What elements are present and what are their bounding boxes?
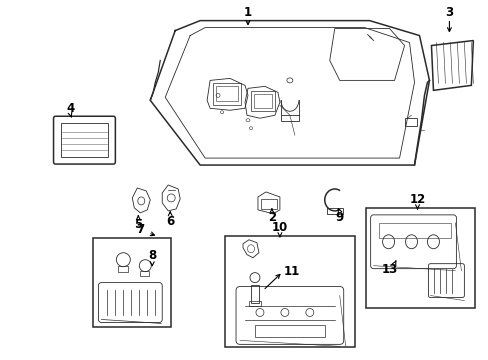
- Bar: [248, 301, 261, 306]
- Bar: [224, 236, 354, 347]
- Bar: [118, 266, 128, 272]
- Text: 4: 4: [66, 102, 75, 115]
- Bar: [404, 118, 416, 126]
- Text: 12: 12: [408, 193, 425, 206]
- Bar: [261, 199, 276, 209]
- Bar: [250, 91, 274, 111]
- Text: 9: 9: [335, 211, 343, 224]
- Text: 1: 1: [244, 6, 251, 19]
- Bar: [140, 271, 149, 276]
- Text: 6: 6: [166, 215, 174, 228]
- Text: 3: 3: [445, 6, 452, 19]
- Bar: [365, 208, 474, 307]
- Text: 10: 10: [271, 221, 287, 234]
- Bar: [93, 238, 171, 328]
- Text: 7: 7: [136, 223, 144, 236]
- Text: 13: 13: [381, 263, 397, 276]
- Bar: [250, 285, 259, 302]
- Bar: [216, 86, 238, 101]
- Bar: [378, 223, 450, 238]
- Text: 2: 2: [267, 211, 275, 224]
- Text: 11: 11: [283, 265, 299, 278]
- Bar: [254, 325, 324, 337]
- Bar: [61, 123, 108, 157]
- Bar: [213, 84, 241, 105]
- Text: 5: 5: [134, 218, 142, 231]
- Bar: [253, 94, 271, 108]
- Bar: [280, 115, 298, 121]
- Text: 8: 8: [148, 249, 156, 262]
- Bar: [326, 208, 342, 214]
